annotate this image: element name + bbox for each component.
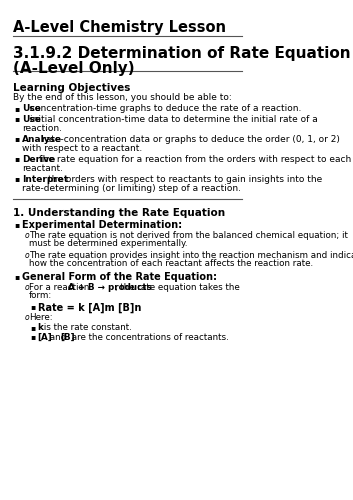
Text: ▪: ▪ — [14, 174, 19, 184]
Text: how the concentration of each reactant affects the reaction rate.: how the concentration of each reactant a… — [29, 260, 313, 268]
Text: the rate equation for a reaction from the orders with respect to each: the rate equation for a reaction from th… — [39, 154, 351, 164]
Text: General Form of the Rate Equation:: General Form of the Rate Equation: — [22, 272, 217, 282]
Text: are the concentrations of reactants.: are the concentrations of reactants. — [69, 332, 229, 342]
Text: ▪: ▪ — [14, 272, 19, 281]
Text: ▪: ▪ — [14, 114, 19, 124]
Text: The rate equation provides insight into the reaction mechanism and indicates: The rate equation provides insight into … — [29, 250, 353, 260]
Text: ▪: ▪ — [30, 332, 35, 342]
Text: ▪: ▪ — [14, 154, 19, 164]
Text: o: o — [25, 230, 29, 239]
Text: o: o — [25, 282, 29, 292]
Text: For a reaction: For a reaction — [29, 282, 92, 292]
Text: , the rate equation takes the: , the rate equation takes the — [115, 282, 240, 292]
Text: Derive: Derive — [22, 154, 55, 164]
Text: Interpret: Interpret — [22, 174, 68, 184]
Text: ▪: ▪ — [30, 302, 35, 312]
Text: Analyse: Analyse — [22, 134, 62, 143]
Text: initial concentration-time data to determine the initial rate of a: initial concentration-time data to deter… — [30, 114, 318, 124]
Text: Here:: Here: — [29, 314, 53, 322]
Text: By the end of this lesson, you should be able to:: By the end of this lesson, you should be… — [13, 93, 232, 102]
Text: [B]: [B] — [60, 332, 74, 342]
Text: ▪: ▪ — [14, 134, 19, 143]
Text: [A]: [A] — [37, 332, 52, 342]
Text: the orders with respect to reactants to gain insights into the: the orders with respect to reactants to … — [48, 174, 322, 184]
Text: Rate = k [A]m [B]n: Rate = k [A]m [B]n — [37, 302, 141, 313]
Text: k: k — [37, 324, 43, 332]
Text: reactant.: reactant. — [22, 164, 62, 173]
Text: 1. Understanding the Rate Equation: 1. Understanding the Rate Equation — [13, 208, 225, 218]
Text: is the rate constant.: is the rate constant. — [41, 324, 131, 332]
Text: A + B → products: A + B → products — [68, 282, 152, 292]
Text: The rate equation is not derived from the balanced chemical equation; it: The rate equation is not derived from th… — [29, 230, 348, 239]
Text: o: o — [25, 250, 29, 260]
Text: (A-Level Only): (A-Level Only) — [13, 61, 134, 76]
Text: concentration-time graphs to deduce the rate of a reaction.: concentration-time graphs to deduce the … — [30, 104, 302, 113]
Text: rate-concentration data or graphs to deduce the order (0, 1, or 2): rate-concentration data or graphs to ded… — [42, 134, 340, 143]
Text: ▪: ▪ — [14, 104, 19, 113]
Text: Learning Objectives: Learning Objectives — [13, 83, 130, 93]
Text: must be determined experimentally.: must be determined experimentally. — [29, 240, 187, 248]
Text: and: and — [47, 332, 69, 342]
Text: Experimental Determination:: Experimental Determination: — [22, 220, 182, 230]
Text: reaction.: reaction. — [22, 124, 62, 133]
Text: ▪: ▪ — [14, 220, 19, 230]
Text: o: o — [25, 314, 29, 322]
Text: Use: Use — [22, 104, 41, 113]
Text: Use: Use — [22, 114, 41, 124]
Text: form:: form: — [29, 292, 52, 300]
Text: with respect to a reactant.: with respect to a reactant. — [22, 144, 142, 153]
Text: A-Level Chemistry Lesson: A-Level Chemistry Lesson — [13, 20, 226, 35]
Text: rate-determining (or limiting) step of a reaction.: rate-determining (or limiting) step of a… — [22, 184, 241, 193]
Text: 3.1.9.2 Determination of Rate Equation: 3.1.9.2 Determination of Rate Equation — [13, 46, 351, 61]
Text: ▪: ▪ — [30, 324, 35, 332]
